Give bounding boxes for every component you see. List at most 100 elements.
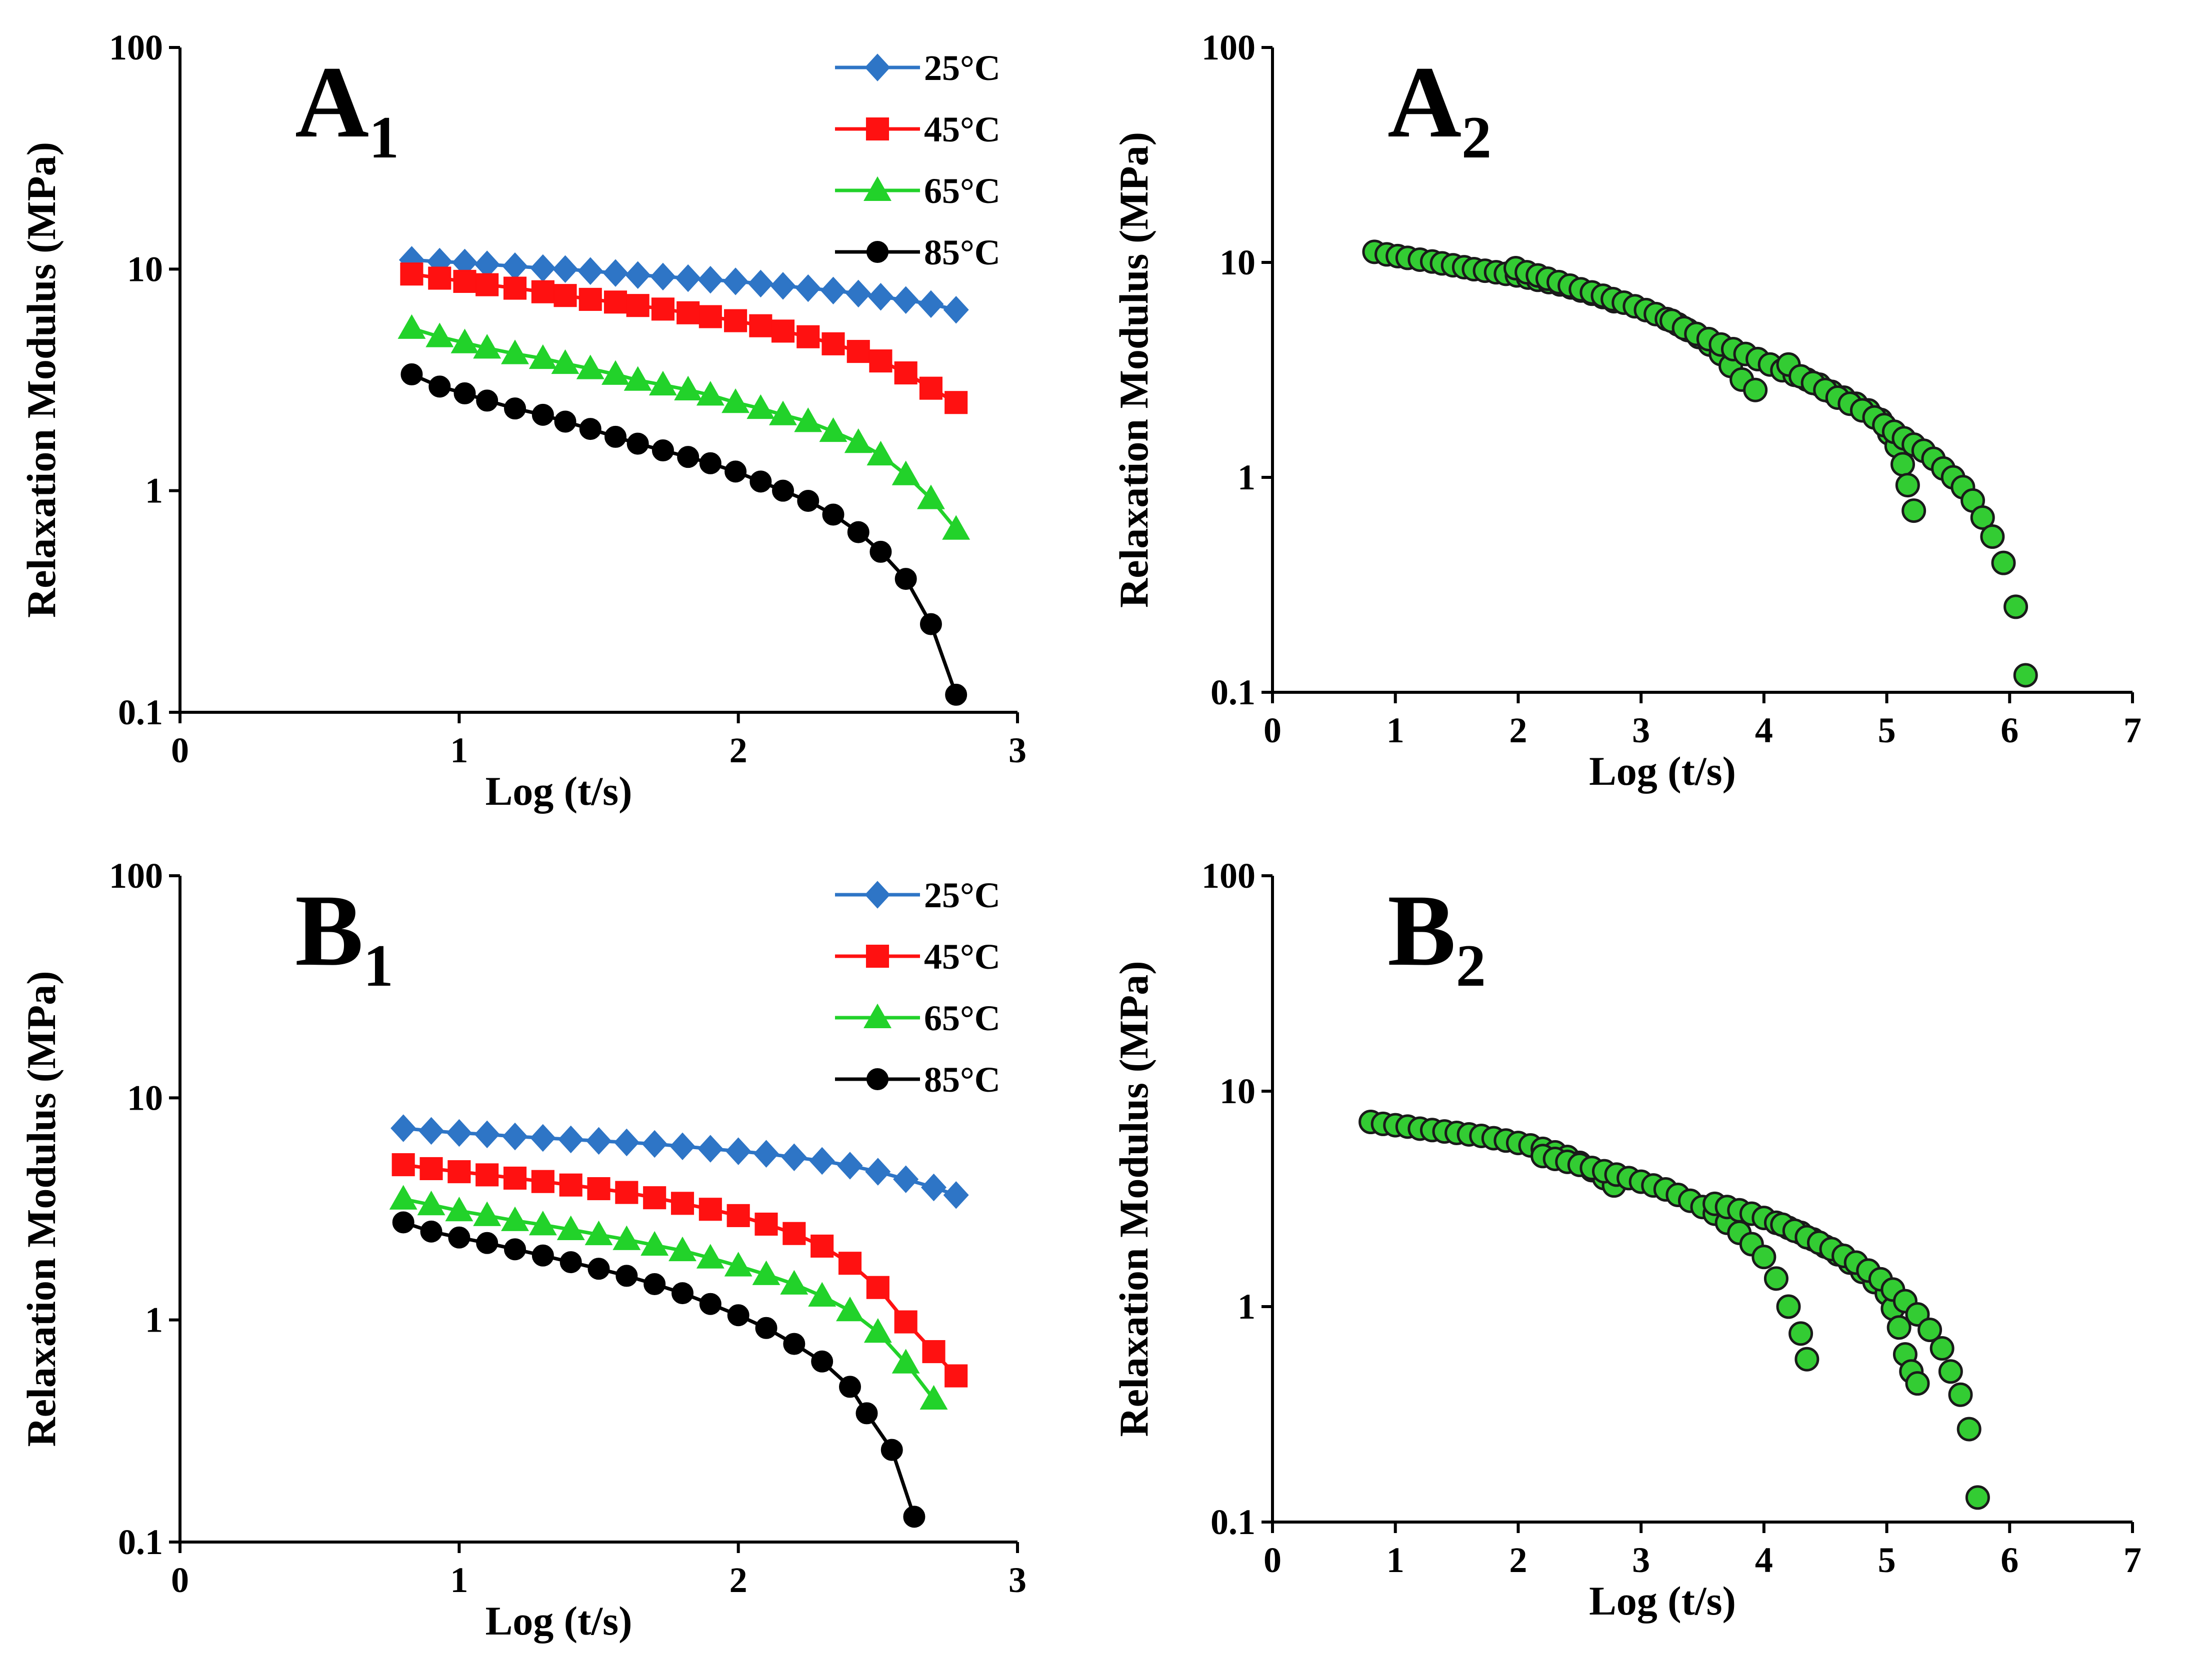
data-point: [528, 344, 557, 369]
data-point: [864, 1318, 892, 1343]
x-tick-label: 2: [730, 730, 748, 770]
data-point: [448, 1226, 470, 1249]
data-point: [1905, 1371, 1930, 1396]
data-point: [420, 1220, 442, 1243]
data-point: [724, 309, 748, 332]
x-axis-title: Log (t/s): [486, 1598, 632, 1644]
data-point: [696, 1244, 724, 1269]
data-point: [750, 470, 772, 493]
data-point: [782, 1222, 806, 1245]
data-point: [943, 296, 969, 324]
data-point: [670, 1132, 696, 1161]
series-b1-3: [392, 1211, 926, 1528]
legend-label: 65°C: [924, 998, 1000, 1038]
y-tick-label: 100: [1202, 27, 1256, 67]
x-tick-label: 6: [2000, 1540, 2018, 1580]
data-point: [418, 1117, 444, 1145]
series-b2-1: [1530, 1144, 1820, 1372]
y-tick-label: 0.1: [1210, 672, 1256, 712]
x-tick-label: 7: [2124, 710, 2142, 750]
data-point: [476, 389, 498, 412]
data-point: [822, 332, 845, 355]
y-tick-label: 10: [127, 1078, 163, 1118]
data-point: [586, 1127, 612, 1155]
data-point: [615, 1181, 638, 1204]
data-point: [699, 452, 722, 474]
data-point: [894, 361, 918, 385]
y-tick-label: 1: [1238, 457, 1256, 497]
data-point: [699, 1293, 722, 1315]
x-tick-label: 1: [450, 1560, 468, 1600]
x-tick-label: 1: [450, 730, 468, 770]
data-point: [624, 366, 652, 391]
panel-subscript: 1: [369, 104, 399, 170]
data-point: [651, 297, 674, 321]
x-tick-label: 1: [1386, 1540, 1404, 1580]
series-b2-0: [1358, 1109, 1626, 1198]
data-point: [473, 1201, 502, 1226]
data-point: [612, 1225, 641, 1250]
data-point: [866, 1276, 890, 1299]
data-point: [675, 264, 701, 292]
data-point: [920, 613, 942, 635]
data-point: [476, 1163, 499, 1187]
legend-marker: [864, 53, 890, 81]
data-point: [837, 1152, 863, 1180]
data-point: [916, 484, 945, 509]
data-point: [809, 1147, 835, 1175]
data-point: [769, 400, 797, 425]
data-point: [752, 1260, 780, 1285]
x-tick-label: 6: [2000, 710, 2018, 750]
data-point: [445, 1197, 474, 1222]
data-point: [783, 1333, 806, 1355]
data-point: [749, 314, 772, 337]
legend-marker: [864, 1003, 892, 1028]
panel-label: B1: [295, 874, 394, 999]
y-tick-label: 10: [1220, 1071, 1256, 1111]
data-point: [942, 515, 970, 540]
data-point: [839, 1376, 861, 1398]
data-point: [1970, 505, 1995, 530]
data-point: [698, 1135, 724, 1163]
panel-label: B2: [1388, 874, 1486, 999]
data-point: [727, 1304, 750, 1327]
series-b2-3: [1770, 1212, 1990, 1510]
data-point: [503, 276, 527, 300]
chart-panel-b2: 0.1 1 10 100 0 1 2 3 4 5 6 7 Log (t/s) Relaxation Mod…: [1111, 856, 2142, 1624]
y-axis-title: Relaxation Modulus (MPa): [1111, 961, 1156, 1437]
data-point: [1752, 1245, 1776, 1270]
data-point: [400, 262, 424, 286]
data-point: [880, 1439, 903, 1461]
data-point: [578, 257, 604, 285]
legend-label: 25°C: [924, 48, 1000, 88]
data-point: [1890, 452, 1916, 477]
legend-label: 85°C: [924, 232, 1000, 272]
x-tick-label: 3: [1008, 730, 1026, 770]
data-point: [892, 460, 920, 485]
series-line: [402, 1197, 936, 1401]
data-point: [869, 349, 892, 373]
data-point: [625, 261, 651, 289]
x-tick-label: 5: [1878, 710, 1896, 750]
data-point: [558, 1125, 584, 1154]
y-axis-title: Relaxation Modulus (MPa): [18, 971, 64, 1447]
data-point: [426, 322, 454, 347]
data-point: [626, 294, 650, 317]
data-point: [781, 1143, 807, 1171]
series-line: [402, 1221, 916, 1518]
data-point: [390, 1114, 416, 1142]
panel-letter: A: [1388, 45, 1462, 159]
data-point: [501, 339, 529, 364]
x-tick-label: 3: [1008, 1560, 1026, 1600]
y-tick-label: 10: [1220, 242, 1256, 282]
panel-label: A1: [295, 45, 399, 170]
data-point: [446, 1119, 472, 1147]
legend-label: 45°C: [924, 937, 1000, 977]
y-axis-title: Relaxation Modulus (MPa): [1111, 132, 1156, 608]
x-tick-label: 2: [1509, 710, 1527, 750]
data-point: [501, 1206, 529, 1231]
data-point: [554, 410, 576, 433]
data-point: [892, 1349, 920, 1374]
data-point: [674, 375, 702, 400]
y-tick-label: 0.1: [118, 1522, 163, 1562]
